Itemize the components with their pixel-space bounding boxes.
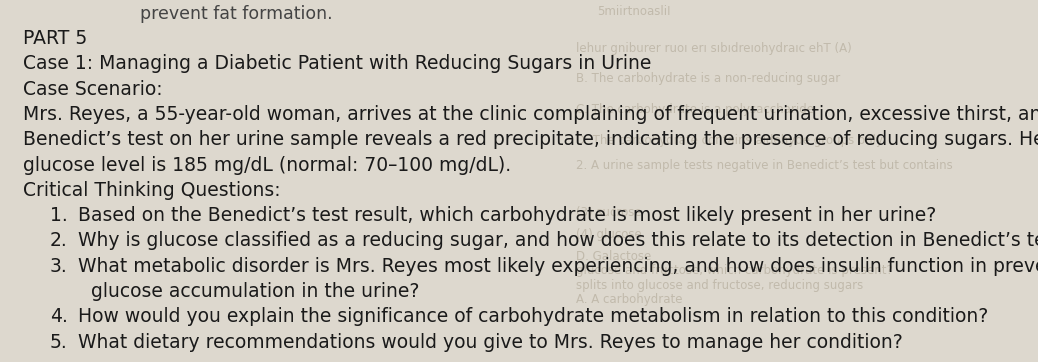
Text: Critical Thinking Questions:: Critical Thinking Questions:: [23, 181, 280, 200]
Text: glucose and fructose, which carbohydrate is present?: glucose and fructose, which carbohydrate…: [576, 264, 893, 277]
Text: glucose level is 185 mg/dL (normal: 70–100 mg/dL).: glucose level is 185 mg/dL (normal: 70–1…: [23, 156, 511, 174]
Text: 4.: 4.: [50, 307, 67, 327]
Text: 5miirtnoasliI: 5miirtnoasliI: [597, 5, 671, 18]
Text: Why is glucose classified as a reducing sugar, and how does this relate to its d: Why is glucose classified as a reducing …: [78, 231, 1038, 251]
Text: Case 1: Managing a Diabetic Patient with Reducing Sugars in Urine: Case 1: Managing a Diabetic Patient with…: [23, 54, 651, 73]
Text: A. A carbohydrate: A. A carbohydrate: [576, 293, 683, 306]
Text: lehur gniburer ruoı erı sıbıdreıohydraıc ehT (A): lehur gniburer ruoı erı sıbıdreıohydraıc…: [576, 42, 852, 55]
Text: 2.: 2.: [50, 231, 67, 251]
Text: Benedict’s test on her urine sample reveals a red precipitate, indicating the pr: Benedict’s test on her urine sample reve…: [23, 130, 1038, 149]
Text: How would you explain the significance of carbohydrate metabolism in relation to: How would you explain the significance o…: [78, 307, 988, 327]
Text: 5.: 5.: [50, 333, 67, 352]
Text: Based on the Benedict’s test result, which carbohydrate is most likely present i: Based on the Benedict’s test result, whi…: [78, 206, 936, 225]
Text: glucose accumulation in the urine?: glucose accumulation in the urine?: [91, 282, 419, 301]
Text: (3) sucrose: (3) sucrose: [576, 206, 641, 219]
Text: Mrs. Reyes, a 55-year-old woman, arrives at the clinic complaining of frequent u: Mrs. Reyes, a 55-year-old woman, arrives…: [23, 105, 1038, 124]
Text: What metabolic disorder is Mrs. Reyes most likely experiencing, and how does ins: What metabolic disorder is Mrs. Reyes mo…: [78, 257, 1038, 276]
Text: (4) glucose: (4) glucose: [576, 228, 641, 241]
Text: 3.: 3.: [50, 257, 67, 276]
Text: C. The carbohydrate is a polysaccharide: C. The carbohydrate is a polysaccharide: [576, 103, 814, 116]
Text: PART 5: PART 5: [23, 29, 87, 48]
Text: splits into glucose and fructose, reducing sugars: splits into glucose and fructose, reduci…: [576, 279, 864, 292]
Text: D. The carbohydrate contains aldehyde groups only: D. The carbohydrate contains aldehyde gr…: [576, 134, 883, 147]
Text: Case Scenario:: Case Scenario:: [23, 80, 163, 98]
Text: 1.: 1.: [50, 206, 67, 225]
Text: What dietary recommendations would you give to Mrs. Reyes to manage her conditio: What dietary recommendations would you g…: [78, 333, 903, 352]
Text: prevent fat formation.: prevent fat formation.: [140, 5, 333, 24]
Text: B. The carbohydrate is a non-reducing sugar: B. The carbohydrate is a non-reducing su…: [576, 72, 841, 85]
Text: 2. A urine sample tests negative in Benedict’s test but contains: 2. A urine sample tests negative in Bene…: [576, 159, 953, 172]
Text: D. Galactose: D. Galactose: [576, 250, 651, 263]
